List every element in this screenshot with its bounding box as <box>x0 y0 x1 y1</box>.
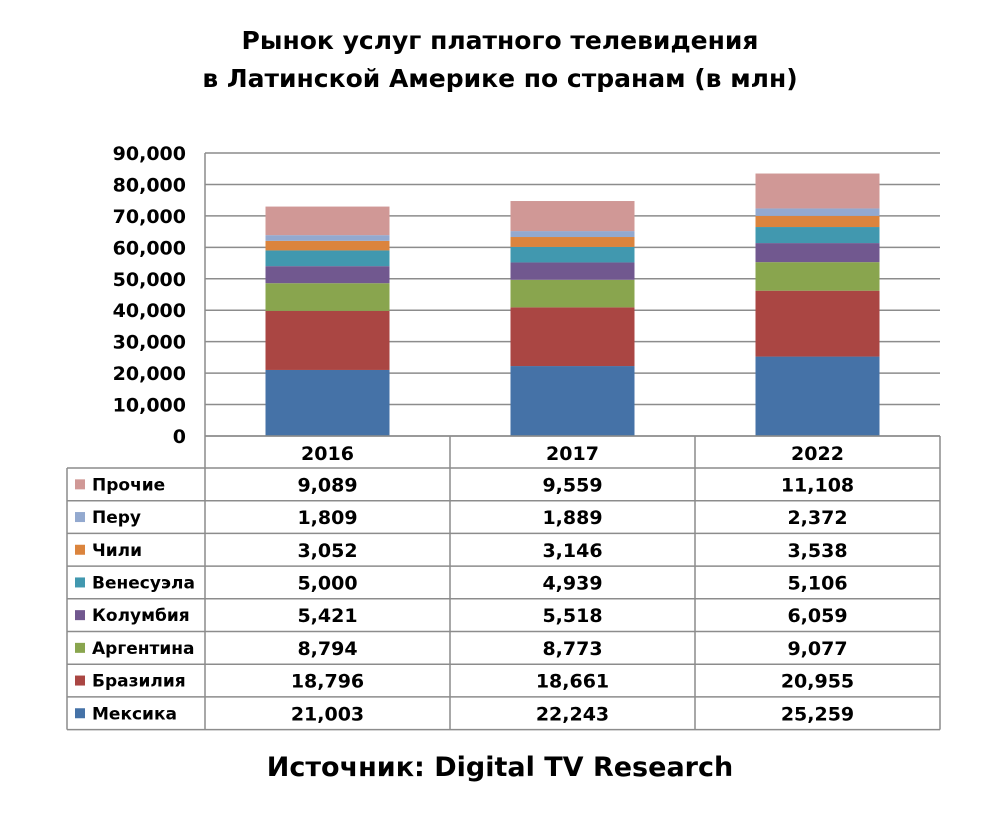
bar-segment <box>265 235 390 241</box>
table-value: 2,372 <box>787 507 847 529</box>
table-value: 1,889 <box>542 507 602 529</box>
table-value: 5,000 <box>297 572 357 594</box>
legend-label: Мексика <box>92 704 177 724</box>
table-value: 6,059 <box>787 605 847 627</box>
table-value: 3,538 <box>787 540 847 562</box>
x-category-label: 2016 <box>301 443 354 465</box>
table-value: 5,106 <box>787 572 847 594</box>
chart-title: Рынок услуг платного телевидения в Латин… <box>0 22 1000 98</box>
bar-segment <box>510 231 635 238</box>
y-tick-label: 20,000 <box>113 363 186 385</box>
bar-segment <box>755 356 880 436</box>
bar-segment <box>265 250 390 267</box>
chart-title-line-1: Рынок услуг платного телевидения <box>241 26 759 55</box>
legend-swatch <box>75 708 85 719</box>
legend-label: Чили <box>92 541 142 561</box>
bar-segment <box>265 206 390 236</box>
y-tick-label: 40,000 <box>113 300 186 322</box>
bar-segment <box>265 240 390 251</box>
table-value: 22,243 <box>536 703 609 725</box>
table-value: 5,518 <box>542 605 602 627</box>
x-category-label: 2022 <box>791 443 844 465</box>
legend-label: Прочие <box>92 475 165 495</box>
legend-label: Бразилия <box>92 672 186 692</box>
y-tick-label: 50,000 <box>113 269 186 291</box>
table-value: 25,259 <box>781 703 854 725</box>
bar-segment <box>755 227 880 244</box>
bar-segment <box>265 266 390 284</box>
table-value: 3,146 <box>542 540 602 562</box>
y-tick-label: 10,000 <box>113 395 186 417</box>
table-value: 5,421 <box>297 605 357 627</box>
legend-swatch <box>75 479 85 490</box>
table-value: 9,077 <box>787 638 847 660</box>
x-category-label: 2017 <box>546 443 599 465</box>
bar-segment <box>265 369 390 436</box>
table-value: 8,794 <box>297 638 357 660</box>
table-value: 3,052 <box>297 540 357 562</box>
legend-swatch <box>75 610 85 621</box>
legend-swatch <box>75 675 85 686</box>
legend-swatch <box>75 512 85 523</box>
bar-segment <box>265 283 390 311</box>
bar-segment <box>755 215 880 228</box>
bar-segment <box>510 262 635 280</box>
y-tick-label: 70,000 <box>113 206 186 228</box>
chart-source: Источник: Digital TV Research <box>266 752 734 783</box>
legend-label: Аргентина <box>92 639 194 659</box>
bar-segment <box>755 208 880 216</box>
legend-label: Колумбия <box>92 606 190 626</box>
legend-swatch <box>75 544 85 555</box>
bar-segment <box>510 246 635 263</box>
table-value: 4,939 <box>542 572 602 594</box>
bar-segment <box>510 366 635 436</box>
y-tick-label: 60,000 <box>113 237 186 259</box>
bar-segment <box>510 201 635 232</box>
bar-segment <box>755 173 880 209</box>
chart-title-line-2: в Латинской Америке по странам (в млн) <box>202 64 798 93</box>
y-tick-label: 90,000 <box>113 143 186 165</box>
table-value: 9,089 <box>297 474 357 496</box>
bar-segment <box>755 243 880 263</box>
table-value: 18,796 <box>291 671 364 693</box>
bar-segment <box>755 262 880 291</box>
table-value: 18,661 <box>536 671 609 693</box>
bar-segment <box>265 310 390 370</box>
bar-segment <box>510 279 635 308</box>
table-value: 20,955 <box>781 671 854 693</box>
y-tick-label: 0 <box>173 426 186 448</box>
y-tick-label: 80,000 <box>113 174 186 196</box>
legend-swatch <box>75 577 85 588</box>
table-value: 21,003 <box>291 703 364 725</box>
legend-swatch <box>75 642 85 653</box>
table-value: 9,559 <box>542 474 602 496</box>
legend-label: Перу <box>92 508 141 528</box>
legend-label: Венесуэла <box>92 573 195 593</box>
bar-segment <box>755 290 880 357</box>
y-tick-label: 30,000 <box>113 332 186 354</box>
table-value: 11,108 <box>781 474 854 496</box>
table-value: 1,809 <box>297 507 357 529</box>
bar-segment <box>510 307 635 367</box>
table-value: 8,773 <box>542 638 602 660</box>
bar-segment <box>510 237 635 247</box>
